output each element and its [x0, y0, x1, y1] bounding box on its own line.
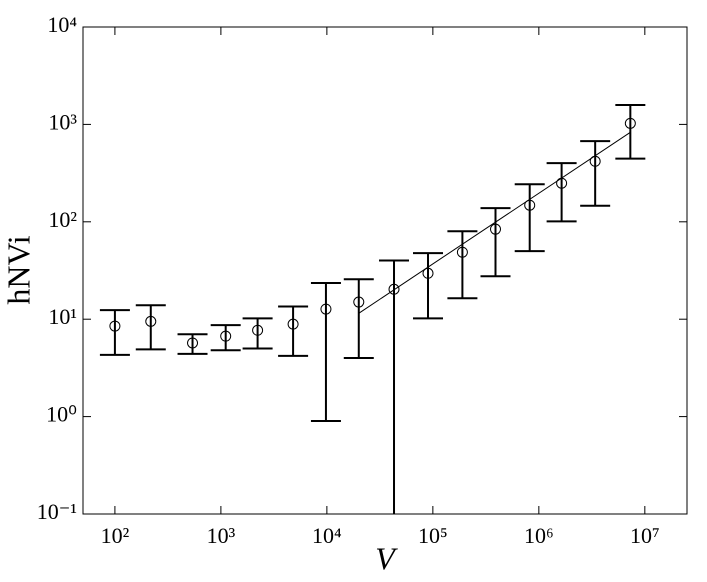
data-point: [109, 320, 121, 332]
x-tick-label: 10⁴: [312, 523, 342, 548]
y-axis-label: hNVi: [0, 235, 36, 304]
data-point: [353, 296, 365, 308]
x-tick-label: 10⁵: [418, 523, 448, 548]
y-tick-label: 10⁰: [46, 402, 77, 427]
plot-area: [99, 104, 646, 514]
data-point: [490, 223, 501, 235]
data-point: [422, 267, 434, 279]
x-tick-label: 10⁷: [630, 523, 660, 548]
y-tick-label: 10²: [48, 207, 77, 232]
y-tick-label: 10³: [48, 109, 77, 134]
data-point: [456, 246, 468, 258]
data-point: [252, 324, 264, 336]
x-tick-label: 10²: [101, 523, 130, 548]
fit-line: [358, 131, 631, 314]
data-point: [145, 315, 157, 327]
x-axis-label: V: [375, 540, 398, 576]
data-point: [220, 330, 232, 342]
data-point: [187, 337, 199, 349]
x-tick-label: 10⁶: [524, 523, 554, 548]
y-tick-label: 10⁴: [47, 12, 77, 37]
data-point: [388, 283, 400, 295]
data-point: [524, 199, 536, 211]
data-point: [320, 303, 332, 315]
x-tick-label: 10³: [207, 523, 236, 548]
data-point: [287, 318, 299, 330]
data-point: [624, 117, 636, 129]
y-tick-label: 10¹: [48, 304, 77, 329]
y-tick-label: 10⁻¹: [37, 499, 77, 524]
plot-frame: [82, 26, 688, 515]
